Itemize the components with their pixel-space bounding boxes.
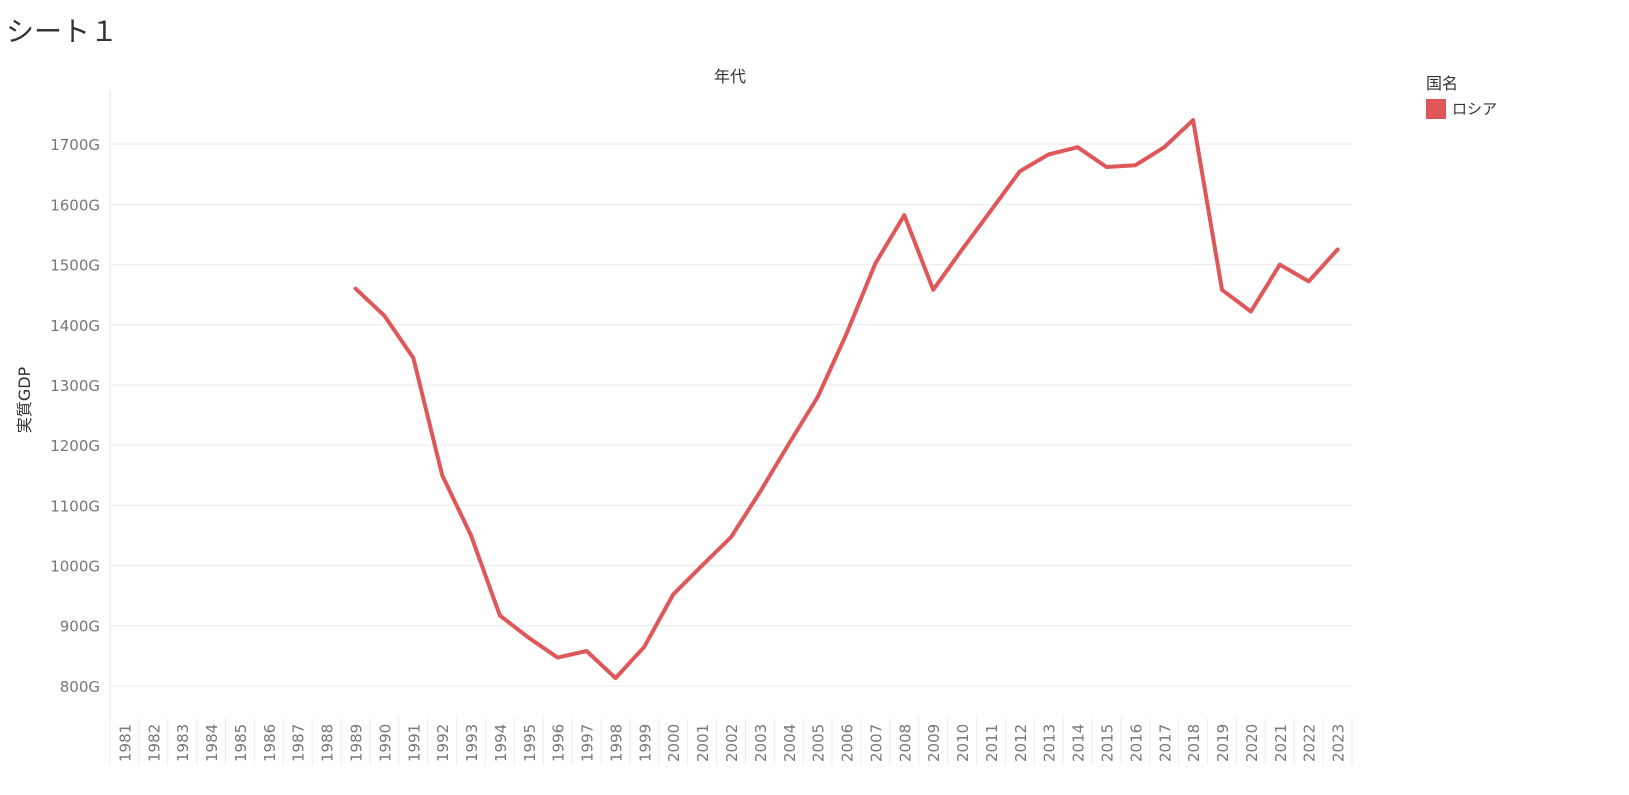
x-tick-label: 1989 <box>348 724 366 762</box>
x-tick-label: 2020 <box>1243 724 1261 762</box>
x-tick-label: 2023 <box>1330 724 1348 762</box>
y-tick-label: 1300G <box>50 377 100 395</box>
x-tick-label: 2000 <box>665 724 683 762</box>
x-tick-label: 2003 <box>752 724 770 762</box>
x-tick-label: 2008 <box>896 724 914 762</box>
x-tick-label: 1981 <box>116 724 134 762</box>
x-tick-label: 2022 <box>1301 724 1319 762</box>
x-tick-label: 1990 <box>376 724 394 762</box>
x-tick-label: 2018 <box>1185 724 1203 762</box>
x-tick-label: 2006 <box>839 724 857 762</box>
x-tick-label: 1987 <box>290 724 308 762</box>
y-tick-label: 1100G <box>50 497 100 515</box>
chart-area: 年代 実質GDP 800G 900G 1000G 1100G 1200G 1300G 140… <box>0 60 1629 795</box>
x-tick-label: 2009 <box>925 724 943 762</box>
x-tick-label: 1998 <box>607 724 625 762</box>
x-tick-label: 1993 <box>463 724 481 762</box>
sheet-title: シート１ <box>6 15 119 48</box>
y-tick-label: 1200G <box>50 437 100 455</box>
y-tick-label: 1500G <box>50 257 100 275</box>
x-tick-label: 1995 <box>521 724 539 762</box>
y-axis-label: 実質GDP <box>15 366 34 433</box>
x-tick-label: 1983 <box>174 724 192 762</box>
x-tick-label: 1992 <box>434 724 452 762</box>
y-tick-label: 1600G <box>50 196 100 214</box>
y-tick-label: 900G <box>60 618 100 636</box>
x-tick-label: 2013 <box>1041 724 1059 762</box>
x-tick-label: 2012 <box>1012 724 1030 762</box>
x-tick-label: 2005 <box>810 724 828 762</box>
x-tick-label: 2004 <box>781 724 799 762</box>
x-tick-label: 2017 <box>1156 724 1174 762</box>
legend-item-russia[interactable]: ロシア <box>1426 98 1497 119</box>
x-tick-label: 2019 <box>1214 724 1232 762</box>
x-tick-label: 1986 <box>261 724 279 762</box>
y-tick-label: 800G <box>60 678 100 696</box>
legend: 国名 ロシア <box>1426 70 1497 119</box>
x-tick-label: 1999 <box>636 724 654 762</box>
y-tick-label: 1700G <box>50 136 100 154</box>
x-tick-label: 2002 <box>723 724 741 762</box>
x-tick-label: 1997 <box>579 724 597 762</box>
legend-label: ロシア <box>1452 100 1498 118</box>
x-tick-label: 1984 <box>203 724 221 762</box>
legend-swatch <box>1426 98 1446 119</box>
x-tick-label: 2016 <box>1127 724 1145 762</box>
x-tick-label: 1994 <box>492 724 510 762</box>
x-tick-label: 2014 <box>1070 724 1088 762</box>
legend-title: 国名 <box>1426 74 1459 93</box>
x-tick-label: 2011 <box>983 724 1001 762</box>
x-tick-label: 2010 <box>954 724 972 762</box>
y-tick-label: 1000G <box>50 558 100 576</box>
x-tick-label: 2001 <box>694 724 712 762</box>
series-line-russia[interactable] <box>353 118 1340 681</box>
chart-title: 年代 <box>714 67 746 86</box>
line-chart: 年代 実質GDP 800G 900G 1000G 1100G 1200G 1300G 140… <box>15 67 1353 765</box>
y-tick-label: 1400G <box>50 317 100 335</box>
x-tick-label: 2021 <box>1272 724 1290 762</box>
x-tick-label: 1982 <box>145 724 163 762</box>
x-tick-label: 2007 <box>867 724 885 762</box>
x-tick-label: 1988 <box>319 724 337 762</box>
x-tick-label: 1991 <box>405 724 423 762</box>
x-tick-label: 1985 <box>232 724 250 762</box>
x-tick-label: 1996 <box>550 724 568 762</box>
x-tick-label: 2015 <box>1098 724 1116 762</box>
